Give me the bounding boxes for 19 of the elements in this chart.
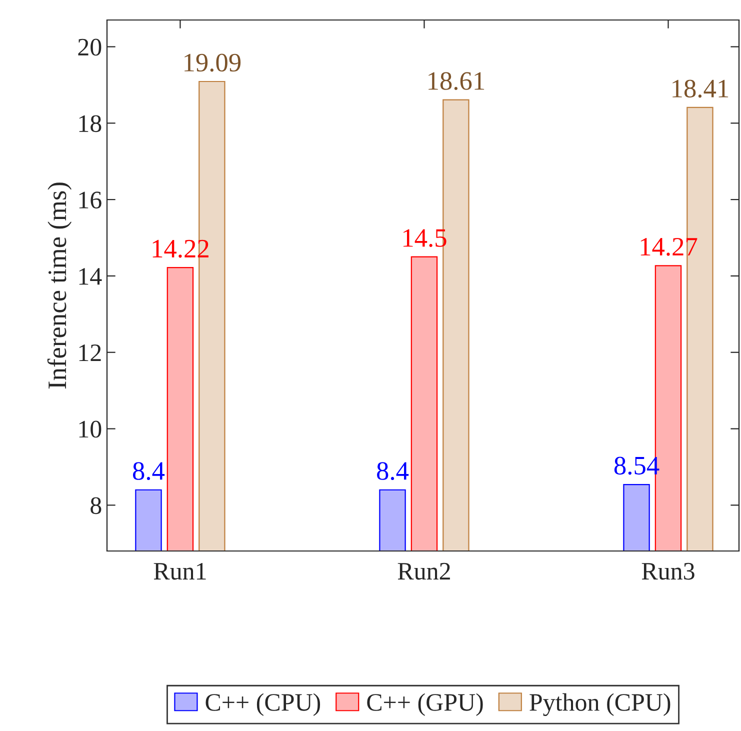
x-tick-label: Run2 <box>398 562 450 580</box>
data-label: 19.09 <box>184 54 241 72</box>
y-tick-label: 12 <box>79 344 101 362</box>
x-tick-label: Run1 <box>154 562 206 580</box>
y-axis-title: Inference time (ms) <box>47 182 72 389</box>
x-tick-label: Run3 <box>642 562 694 580</box>
y-tick-label: 16 <box>79 192 102 208</box>
legend-label: C++ (CPU) <box>206 693 320 716</box>
y-tick-label: 8 <box>90 497 102 514</box>
legend-label: C++ (GPU) <box>367 693 483 716</box>
data-label: 18.41 <box>672 80 728 98</box>
legend-label: Python (CPU) <box>530 693 670 716</box>
y-tick-label: 14 <box>79 268 102 285</box>
y-tick-label: 10 <box>79 420 102 438</box>
data-label: 8.4 <box>377 462 409 480</box>
y-tick-label: 18 <box>79 115 102 132</box>
y-tick-label: 20 <box>78 38 102 56</box>
data-label: 8.4 <box>132 462 165 480</box>
data-label: 18.61 <box>428 72 484 90</box>
